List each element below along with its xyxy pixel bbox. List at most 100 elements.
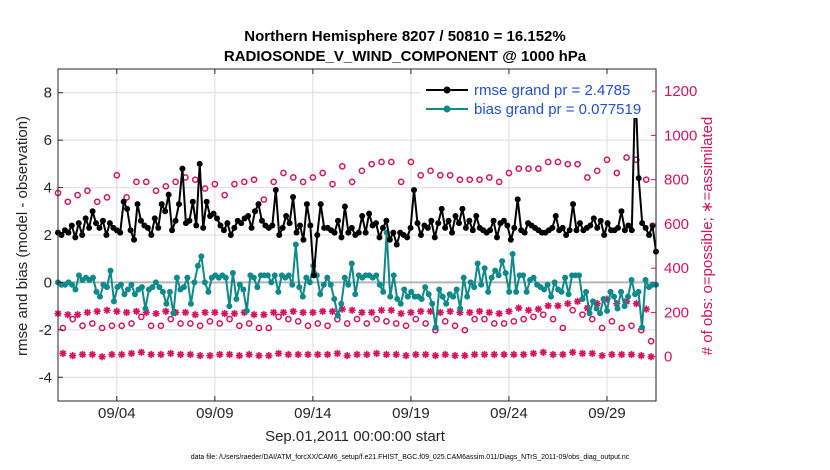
rmse-point xyxy=(621,227,628,234)
right-tick-label: 600 xyxy=(664,216,689,233)
rmse-point xyxy=(162,208,169,215)
rmse-point xyxy=(459,205,466,212)
bias-point xyxy=(593,305,600,312)
bias-point xyxy=(289,281,296,288)
rmse-point xyxy=(186,217,193,224)
rmse-point xyxy=(317,201,324,208)
possible-obs-marker xyxy=(74,191,81,199)
bias-point xyxy=(562,274,569,281)
possible-obs-marker xyxy=(177,320,184,327)
possible-obs-marker xyxy=(402,322,410,330)
assimilated-obs-marker xyxy=(377,306,386,314)
assimilated-obs-marker xyxy=(186,350,194,359)
assimilated-obs-marker xyxy=(441,350,449,359)
legend-box xyxy=(420,78,652,118)
rmse-point xyxy=(341,203,348,210)
rmse-point xyxy=(165,191,172,198)
bias-point xyxy=(439,293,446,300)
possible-obs-marker xyxy=(343,320,351,327)
rmse-point xyxy=(334,217,341,224)
possible-obs-marker xyxy=(520,315,528,323)
rmse-point xyxy=(103,232,110,238)
possible-obs-marker xyxy=(255,324,263,332)
rmse-point xyxy=(210,210,217,217)
bias-point xyxy=(93,288,100,295)
assimilated-obs-marker xyxy=(235,352,243,360)
possible-obs-marker xyxy=(476,176,483,184)
bias-point xyxy=(404,293,411,300)
assimilated-obs-marker xyxy=(328,307,337,315)
possible-obs-marker xyxy=(289,174,297,181)
possible-obs-marker xyxy=(535,165,542,172)
assimilated-obs-marker xyxy=(520,350,528,359)
possible-obs-marker xyxy=(59,324,67,332)
possible-obs-marker xyxy=(299,178,307,186)
possible-obs-marker xyxy=(113,171,121,179)
bias-point xyxy=(121,291,128,298)
rmse-point xyxy=(428,217,435,224)
possible-obs-marker xyxy=(64,198,72,206)
assimilated-obs-marker xyxy=(74,311,82,319)
possible-obs-marker xyxy=(407,158,415,166)
bias-point xyxy=(558,288,565,295)
rmse-point xyxy=(89,208,96,215)
rmse-point xyxy=(117,229,124,236)
assimilated-obs-marker xyxy=(230,309,239,318)
rmse-point xyxy=(127,227,134,234)
rmse-point xyxy=(65,229,72,236)
rmse-point xyxy=(431,234,438,241)
rmse-point xyxy=(390,229,397,236)
possible-obs-marker xyxy=(490,320,498,327)
bias-point xyxy=(68,281,75,288)
bias-point xyxy=(103,284,110,291)
possible-obs-marker xyxy=(319,169,327,177)
possible-obs-marker xyxy=(353,315,361,323)
rmse-point xyxy=(417,232,424,238)
possible-obs-marker xyxy=(554,158,562,166)
bias-point xyxy=(264,272,271,279)
assimilated-obs-marker xyxy=(627,350,636,359)
bias-point xyxy=(198,253,205,260)
possible-obs-marker xyxy=(608,317,616,325)
bias-point xyxy=(327,281,334,288)
possible-obs-marker xyxy=(373,315,380,323)
assimilated-obs-marker xyxy=(284,350,292,359)
possible-obs-marker xyxy=(569,306,577,314)
assimilated-obs-marker xyxy=(147,350,155,359)
legend: rmse grand pr = 2.4785 bias grand pr = 0… xyxy=(420,78,652,118)
rmse-point xyxy=(449,229,456,236)
possible-obs-marker xyxy=(201,185,209,192)
bias-point xyxy=(170,310,177,317)
right-axis-ticks: 0 200 400 600 800 1000 1200 xyxy=(651,83,697,366)
assimilated-obs-marker xyxy=(152,309,160,318)
rmse-point xyxy=(134,201,141,208)
bias-point xyxy=(460,274,467,281)
rmse-point xyxy=(214,215,221,222)
bias-point xyxy=(453,286,460,293)
assimilated-obs-marker xyxy=(382,350,391,359)
chart-title-line-1: Northern Hemisphere 8207 / 50810 = 16.15… xyxy=(244,28,565,45)
assimilated-obs-marker xyxy=(83,308,92,317)
bias-point xyxy=(299,293,306,300)
bias-point xyxy=(201,279,208,286)
possible-obs-marker xyxy=(456,176,464,184)
assimilated-obs-marker xyxy=(299,308,307,317)
rmse-point xyxy=(272,186,279,193)
assimilated-obs-marker xyxy=(245,350,253,359)
rmse-point xyxy=(587,222,594,229)
rmse-point xyxy=(473,213,480,220)
rmse-point xyxy=(220,227,227,234)
legend-rmse-marker xyxy=(443,86,451,94)
bias-point xyxy=(191,279,198,286)
possible-obs-marker xyxy=(152,187,160,195)
rmse-point xyxy=(293,229,300,236)
rmse-point xyxy=(175,201,182,208)
assimilated-obs-marker xyxy=(618,350,626,359)
assimilated-obs-marker xyxy=(319,307,327,315)
assimilated-obs-marker xyxy=(559,350,567,359)
rmse-point xyxy=(594,224,601,231)
assimilated-obs-marker xyxy=(583,304,591,312)
possible-obs-marker xyxy=(260,196,268,203)
bias-point xyxy=(544,281,551,288)
assimilated-obs-marker xyxy=(573,297,582,305)
